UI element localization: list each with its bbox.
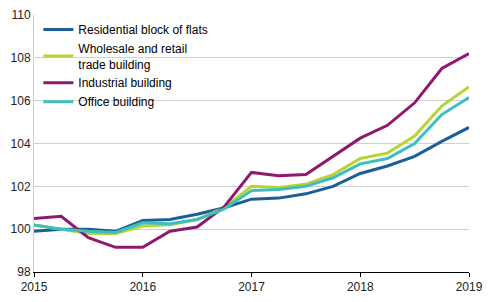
- svg-text:104: 104: [11, 137, 31, 151]
- svg-text:Industrial building: Industrial building: [78, 76, 171, 90]
- svg-text:2016: 2016: [129, 280, 156, 294]
- svg-text:106: 106: [11, 94, 31, 108]
- svg-text:2015: 2015: [21, 280, 48, 294]
- svg-text:98: 98: [17, 265, 31, 279]
- svg-text:2017: 2017: [238, 280, 265, 294]
- svg-text:110: 110: [11, 8, 30, 22]
- svg-text:2018: 2018: [347, 280, 374, 294]
- svg-text:Wholesale and retailtrade buil: Wholesale and retailtrade building: [78, 42, 187, 72]
- svg-text:100: 100: [11, 222, 31, 236]
- svg-text:102: 102: [11, 180, 31, 194]
- svg-text:Residential block of flats: Residential block of flats: [78, 23, 207, 37]
- svg-text:Office building: Office building: [78, 95, 154, 109]
- svg-text:2019: 2019: [456, 280, 483, 294]
- svg-text:108: 108: [11, 51, 31, 65]
